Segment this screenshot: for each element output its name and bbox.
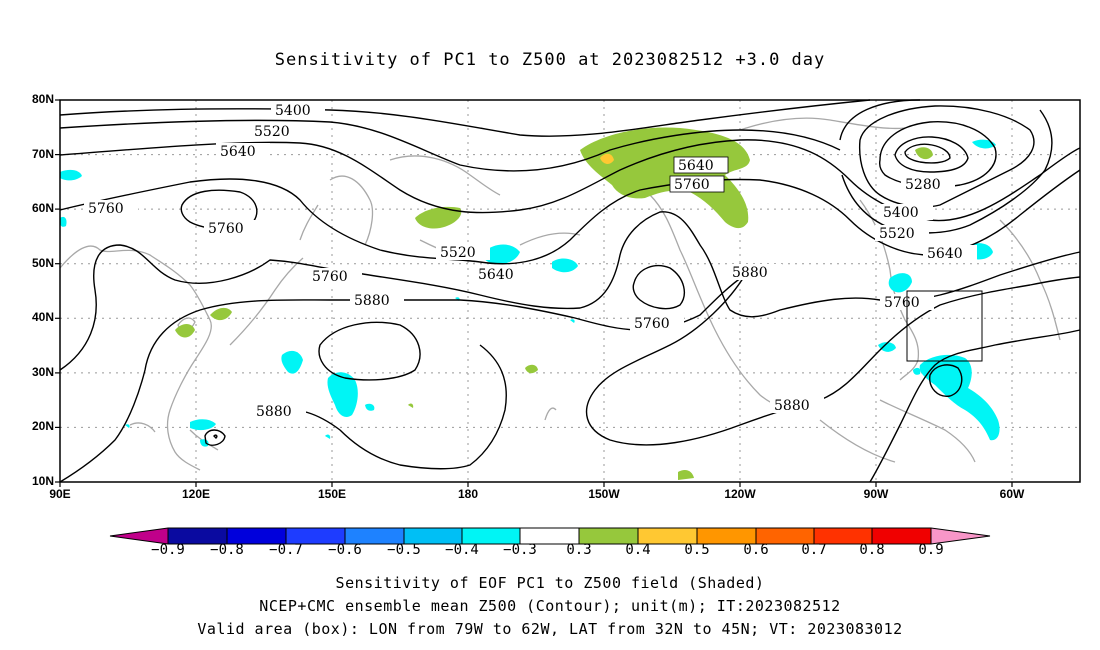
colorbar-label: 0.5 xyxy=(684,542,710,558)
contour-label: 5880 xyxy=(774,398,810,414)
colorbar-swatch xyxy=(931,528,990,544)
colorbar-swatch xyxy=(462,528,520,544)
caption-line-3: Valid area (box): LON from 79W to 62W, L… xyxy=(197,620,903,638)
caption-line-2: NCEP+CMC ensemble mean Z500 (Contour); u… xyxy=(259,597,841,615)
caption-line-1: Sensitivity of EOF PC1 to Z500 field (Sh… xyxy=(335,574,765,592)
colorbar-swatch xyxy=(814,528,872,544)
colorbar-label: −0.4 xyxy=(445,542,479,558)
contour-label: 5760 xyxy=(674,177,710,193)
contour-label: 5400 xyxy=(883,205,919,221)
colorbar-swatch xyxy=(345,528,404,544)
contour-label: 5520 xyxy=(440,245,476,261)
lat-label: 60N xyxy=(31,201,54,215)
contour-label: 5760 xyxy=(312,269,348,285)
coastlines xyxy=(59,117,1061,471)
sensitivity-shading xyxy=(60,127,1000,480)
colorbar-swatch xyxy=(756,528,814,544)
colorbar-swatch xyxy=(168,528,227,544)
colorbar-swatch xyxy=(286,528,345,544)
lat-label: 30N xyxy=(31,365,54,379)
lon-label: 180 xyxy=(457,487,479,501)
colorbar-label: −0.6 xyxy=(328,542,362,558)
lat-label: 80N xyxy=(31,92,54,106)
colorbar-label: 0.6 xyxy=(743,542,769,558)
contour-label: 5520 xyxy=(254,124,290,140)
colorbar-label: 0.7 xyxy=(801,542,827,558)
lat-label: 20N xyxy=(31,419,54,433)
contour-label: 5880 xyxy=(732,265,768,281)
colorbar-swatch xyxy=(520,528,579,544)
contour-label: 5520 xyxy=(879,226,915,242)
colorbar-swatch xyxy=(227,528,286,544)
lon-label: 150W xyxy=(588,487,620,501)
lon-label: 120W xyxy=(724,487,756,501)
map-frame xyxy=(59,99,1081,483)
colorbar-label: 0.8 xyxy=(859,542,885,558)
lon-label: 90E xyxy=(49,487,71,501)
contour-labels: 5400 5520 5640 5760 5760 5520 5640 5760 … xyxy=(84,102,977,420)
lon-label: 150E xyxy=(317,487,347,501)
contour-label: 5640 xyxy=(220,144,256,160)
contour-label: 5760 xyxy=(634,316,670,332)
contour-label: 5280 xyxy=(905,177,941,193)
lat-label: 10N xyxy=(31,474,54,488)
lon-label: 90W xyxy=(863,487,889,501)
colorbar xyxy=(109,527,991,545)
colorbar-label: −0.8 xyxy=(210,542,244,558)
contour-label: 5880 xyxy=(354,293,390,309)
lat-label: 50N xyxy=(31,256,54,270)
contour-label: 5400 xyxy=(275,103,311,119)
contour-label: 5760 xyxy=(208,221,244,237)
colorbar-label: −0.5 xyxy=(387,542,421,558)
contour-label: 5880 xyxy=(256,404,292,420)
lon-label: 60W xyxy=(999,487,1025,501)
axis-ticks xyxy=(55,99,1013,487)
colorbar-swatch xyxy=(872,528,931,544)
contour-label: 5760 xyxy=(88,201,124,217)
colorbar-swatch xyxy=(638,528,697,544)
contour-label: 5640 xyxy=(478,267,514,283)
valid-area-box xyxy=(906,290,983,362)
colorbar-label: −0.3 xyxy=(503,542,537,558)
map-title: Sensitivity of PC1 to Z500 at 2023082512… xyxy=(274,50,826,70)
colorbar-swatch xyxy=(404,528,462,544)
colorbar-label: −0.7 xyxy=(269,542,303,558)
lat-label: 40N xyxy=(31,310,54,324)
colorbar-label: 0.3 xyxy=(566,542,592,558)
colorbar-swatch xyxy=(110,528,168,544)
colorbar-label: −0.9 xyxy=(151,542,185,558)
colorbar-label: 0.9 xyxy=(918,542,944,558)
lon-label: 120E xyxy=(181,487,211,501)
contour-label: 5640 xyxy=(927,246,963,262)
colorbar-swatch xyxy=(579,528,638,544)
colorbar-swatch xyxy=(697,528,756,544)
colorbar-label: 0.4 xyxy=(625,542,651,558)
z500-contours xyxy=(59,99,1081,483)
lat-label: 70N xyxy=(31,147,54,161)
contour-label: 5760 xyxy=(884,295,920,311)
contour-label: 5640 xyxy=(678,158,714,174)
